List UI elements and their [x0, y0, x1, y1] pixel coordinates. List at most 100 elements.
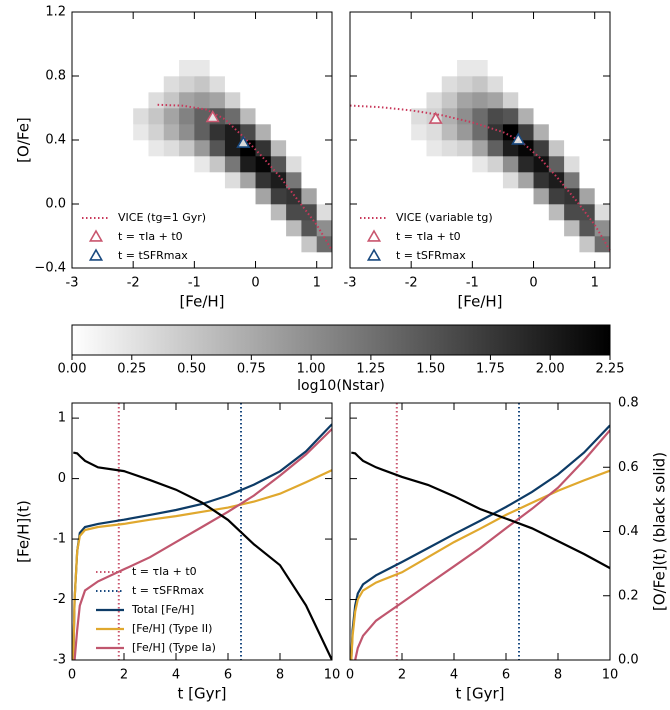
- heatmap-cell: [209, 76, 226, 93]
- heatmap-cell: [594, 92, 611, 109]
- heatmap-cell: [301, 204, 318, 221]
- heatmap-cell: [380, 188, 397, 205]
- heatmap-cell: [286, 220, 302, 237]
- heatmap-cell: [148, 204, 165, 221]
- heatmap-cell: [224, 220, 241, 237]
- heatmap-cell: [518, 76, 534, 93]
- heatmap-cell: [240, 188, 256, 205]
- heatmap-cell: [240, 172, 256, 189]
- heatmap-cell: [548, 124, 565, 141]
- heatmap-cell: [163, 220, 180, 237]
- heatmap-cell: [380, 108, 397, 125]
- heatmap-cell: [548, 92, 565, 109]
- heatmap-cell: [426, 60, 443, 77]
- heatmap-cell: [270, 204, 287, 221]
- legend-label: t = tSFRmax: [118, 249, 188, 262]
- heatmap-cell: [564, 92, 580, 109]
- heatmap-cell: [518, 92, 534, 109]
- heatmap-cell: [102, 60, 119, 77]
- heatmap-cell: [411, 140, 427, 157]
- heatmap-cell: [579, 156, 596, 173]
- heatmap-cell: [316, 140, 333, 157]
- heatmap-cell: [502, 172, 519, 189]
- heatmap-cell: [148, 92, 165, 109]
- heatmap-cell: [564, 140, 580, 157]
- heatmap-cell: [224, 92, 241, 109]
- heatmap-cell: [533, 220, 550, 237]
- heatmap-cell: [148, 124, 165, 141]
- heatmap-cell: [457, 188, 473, 205]
- heatmap-cell: [579, 60, 596, 77]
- heatmap-cell: [240, 92, 256, 109]
- colorbar-tick-label: 1.50: [416, 362, 445, 377]
- heatmap-cell: [487, 188, 504, 205]
- marker-triangle: [511, 132, 526, 145]
- heatmap-cell: [194, 124, 210, 141]
- heatmap-cell: [472, 108, 488, 125]
- heatmap-cell: [457, 156, 473, 173]
- heatmap-cell: [301, 76, 318, 93]
- heatmap-cell: [533, 140, 550, 157]
- heatmap-cell: [316, 108, 333, 125]
- y-tick-label: -3: [53, 653, 66, 668]
- heatmap-cell: [441, 204, 458, 221]
- heatmap-cell: [564, 236, 580, 253]
- x-tick-label: 1: [313, 276, 321, 291]
- colorbar-tick-label: 0.00: [58, 362, 87, 377]
- heatmap-cell: [117, 124, 134, 141]
- heatmap-cell: [209, 188, 226, 205]
- x-tick-label: 0: [68, 668, 76, 683]
- heatmap-cell: [102, 156, 119, 173]
- heatmap-cell: [441, 124, 458, 141]
- heatmap-cell: [411, 236, 427, 253]
- heatmap-cell: [194, 220, 210, 237]
- heatmap-cell: [301, 156, 318, 173]
- heatmap-cell: [133, 124, 149, 141]
- heatmap-cell: [224, 156, 241, 173]
- heatmap-cell: [380, 124, 397, 141]
- y-tick-label: 0.8: [45, 69, 66, 84]
- heatmap-cell: [209, 60, 226, 77]
- heatmap-cell: [594, 140, 611, 157]
- heatmap-cell: [224, 236, 241, 253]
- heatmap-cell: [395, 156, 412, 173]
- heatmap-cell: [395, 236, 412, 253]
- y-tick-label: -2: [53, 592, 66, 607]
- x-tick-label: -2: [405, 276, 418, 291]
- heatmap-cell: [533, 124, 550, 141]
- heatmap-cell: [163, 236, 180, 253]
- heatmap-cell: [316, 220, 333, 237]
- heatmap-cell: [380, 76, 397, 93]
- heatmap-cell: [380, 156, 397, 173]
- heatmap-cell: [594, 188, 611, 205]
- legend-label: t = τIa + t0: [118, 230, 183, 243]
- legend-label: VICE (variable tg): [396, 211, 493, 224]
- heatmap-cell: [472, 156, 488, 173]
- x-tick-label: 0: [529, 276, 537, 291]
- heatmap-cell: [209, 124, 226, 141]
- legend-label: Total [Fe/H]: [131, 603, 194, 616]
- heatmap-cell: [270, 124, 287, 141]
- heatmap-cell: [286, 140, 302, 157]
- heatmap-cell: [209, 92, 226, 109]
- heatmap-cell: [426, 188, 443, 205]
- heatmap-cell: [594, 108, 611, 125]
- heatmap-cell: [209, 204, 226, 221]
- heatmap-cell: [380, 172, 397, 189]
- heatmap-cell: [548, 76, 565, 93]
- heatmap-cell: [395, 220, 412, 237]
- heatmap-cell: [411, 204, 427, 221]
- heatmap-cell: [240, 76, 256, 93]
- heatmap-cell: [117, 220, 134, 237]
- colorbar: [71, 324, 611, 356]
- heatmap-cell: [594, 220, 611, 237]
- heatmap-cell: [457, 108, 473, 125]
- y-axis-label: [O/Fe]: [15, 117, 33, 163]
- series-line: [350, 469, 610, 660]
- heatmap-cell: [533, 156, 550, 173]
- heatmap-cell: [502, 108, 519, 125]
- series-line: [73, 451, 332, 660]
- y-tick-label: 0.0: [45, 197, 66, 212]
- heatmap-cell: [102, 204, 119, 221]
- x-tick-label: 8: [554, 668, 562, 683]
